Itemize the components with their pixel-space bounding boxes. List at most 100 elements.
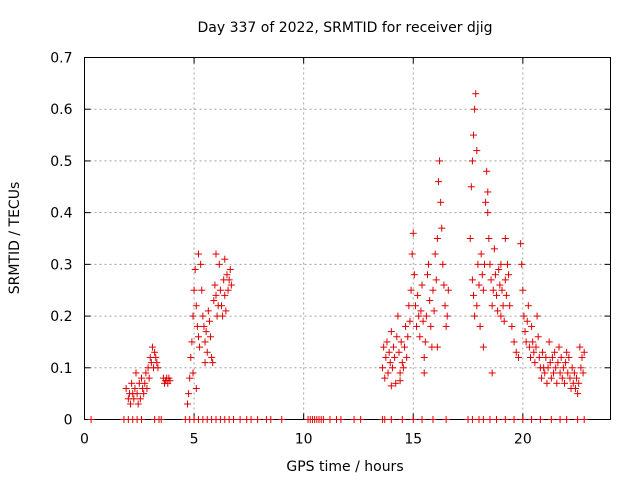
data-point (502, 291, 510, 299)
x-tick-label: 15 (404, 432, 422, 448)
plot-frame (84, 57, 611, 420)
data-point (157, 416, 165, 423)
data-point (187, 353, 195, 361)
data-point (137, 416, 145, 423)
data-point (580, 348, 588, 356)
data-point (436, 157, 444, 165)
data-point (396, 369, 404, 377)
data-point (421, 338, 429, 346)
data-point (201, 338, 209, 346)
data-point (564, 369, 572, 377)
data-point (221, 255, 229, 263)
data-point (563, 416, 571, 423)
data-point (386, 359, 394, 367)
y-tick-label: 0.4 (50, 206, 72, 222)
data-point (497, 312, 505, 320)
data-point (392, 379, 400, 387)
data-point (475, 281, 483, 289)
data-point (542, 353, 550, 361)
data-point (203, 348, 211, 356)
data-point (499, 302, 507, 310)
data-point (440, 281, 448, 289)
x-tick-label: 5 (190, 432, 199, 448)
data-point (547, 374, 555, 382)
data-point (574, 390, 582, 398)
data-point (573, 374, 581, 382)
data-point (575, 379, 583, 387)
data-point (433, 343, 441, 351)
data-point (514, 353, 522, 361)
data-point (398, 359, 406, 367)
data-point (137, 374, 145, 382)
data-point (142, 369, 150, 377)
data-point (536, 416, 544, 423)
data-point (559, 364, 567, 372)
data-point (212, 250, 220, 258)
data-point (537, 374, 545, 382)
data-point (485, 235, 493, 242)
data-point (201, 359, 209, 367)
data-point (394, 312, 402, 320)
data-point (122, 384, 130, 392)
y-tick-label: 0 (64, 413, 73, 429)
data-point (429, 416, 437, 423)
data-point (496, 281, 504, 289)
data-point (390, 343, 398, 351)
data-point (127, 400, 135, 408)
data-point (550, 369, 558, 377)
data-point (547, 416, 555, 423)
data-point (388, 364, 396, 372)
data-point (217, 302, 225, 310)
data-point (488, 369, 496, 377)
data-point (518, 260, 526, 268)
data-point (188, 338, 196, 346)
data-point (143, 384, 151, 392)
data-point (419, 317, 427, 325)
data-point (205, 317, 213, 325)
y-tick-label: 0.5 (50, 154, 72, 170)
data-point (185, 390, 193, 398)
data-point (524, 302, 532, 310)
data-point (387, 382, 395, 390)
data-point (423, 271, 431, 279)
data-point (501, 235, 509, 242)
data-point (212, 291, 220, 299)
data-point (379, 364, 387, 372)
data-point (210, 297, 218, 305)
data-point (411, 302, 419, 310)
data-point (497, 260, 505, 268)
data-point (554, 359, 562, 367)
data-point (148, 343, 156, 351)
data-point (519, 286, 527, 294)
data-point (152, 353, 160, 361)
data-point (384, 369, 392, 377)
data-point (489, 286, 497, 294)
data-point (528, 416, 536, 423)
data-point (441, 302, 449, 310)
data-point (416, 333, 424, 341)
data-point (541, 369, 549, 377)
data-point (479, 286, 487, 294)
data-point (553, 379, 561, 387)
data-point (387, 416, 395, 423)
data-point (385, 348, 393, 356)
data-point (484, 188, 492, 196)
data-point (578, 353, 586, 361)
data-point (508, 322, 516, 330)
data-point (487, 276, 495, 284)
data-point (484, 209, 492, 217)
data-point (420, 369, 428, 377)
data-point (472, 90, 480, 98)
data-point (415, 312, 423, 320)
data-point (563, 348, 571, 356)
data-point (132, 369, 140, 377)
data-point (189, 312, 197, 320)
data-point (491, 271, 499, 279)
data-point (140, 390, 148, 398)
data-point (189, 369, 197, 377)
data-point (574, 416, 582, 423)
data-point (438, 224, 446, 232)
data-point (510, 416, 518, 423)
data-point (128, 379, 136, 387)
data-point (211, 281, 219, 289)
